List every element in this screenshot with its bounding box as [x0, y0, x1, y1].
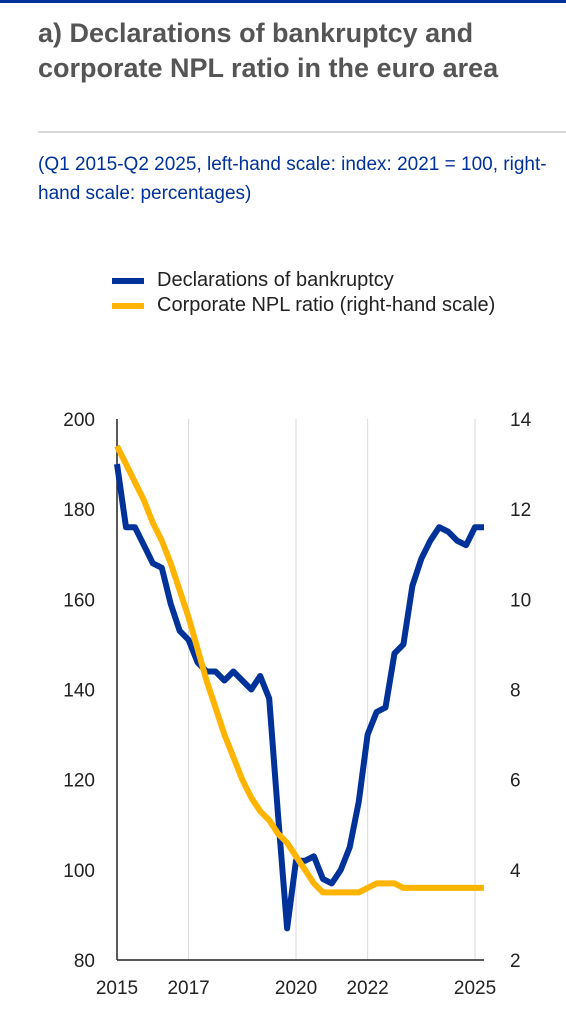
left-tick-label-140: 140 [63, 681, 95, 702]
chart-legend: Declarations of bankruptcy Corporate NPL… [112, 268, 532, 318]
top-accent-rule [0, 0, 566, 3]
left-tick-label-120: 120 [63, 771, 95, 792]
right-tick-label-8: 8 [510, 681, 521, 702]
chart-subtitle: (Q1 2015-Q2 2025, left-hand scale: index… [38, 154, 547, 204]
right-tick-label-2: 2 [510, 951, 521, 972]
x-tick-label-2017: 2017 [167, 978, 209, 999]
left-tick-label-100: 100 [63, 861, 95, 882]
legend-swatch-bankruptcy [112, 278, 144, 284]
right-tick-label-12: 12 [510, 500, 531, 521]
series-line-npl [114, 444, 484, 896]
right-tick-label-4: 4 [510, 861, 521, 882]
legend-item-npl: Corporate NPL ratio (right-hand scale) [112, 293, 532, 318]
legend-label-bankruptcy: Declarations of bankruptcy [157, 269, 394, 291]
x-tick-label-2020: 2020 [275, 978, 317, 999]
x-tick-label-2025: 2025 [454, 978, 496, 999]
left-tick-label-160: 160 [63, 590, 95, 611]
left-tick-label-180: 180 [63, 500, 95, 521]
left-tick-label-80: 80 [74, 951, 95, 972]
legend-label-npl: Corporate NPL ratio (right-hand scale) [157, 294, 496, 316]
right-tick-label-6: 6 [510, 771, 521, 792]
legend-item-bankruptcy: Declarations of bankruptcy [112, 268, 532, 293]
left-tick-label-200: 200 [63, 410, 95, 431]
line-chart: 80 100 120 140 160 180 200 2 4 6 8 10 12 14 2015 2017 20… [63, 410, 532, 999]
right-tick-label-10: 10 [510, 590, 531, 611]
x-tick-label-2022: 2022 [346, 978, 388, 999]
right-tick-label-14: 14 [510, 410, 532, 431]
x-tick-label-2015: 2015 [96, 978, 138, 999]
legend-swatch-npl [112, 303, 144, 309]
title-divider [38, 131, 566, 133]
chart-title: a) Declarations of bankruptcy and corpor… [38, 18, 499, 83]
